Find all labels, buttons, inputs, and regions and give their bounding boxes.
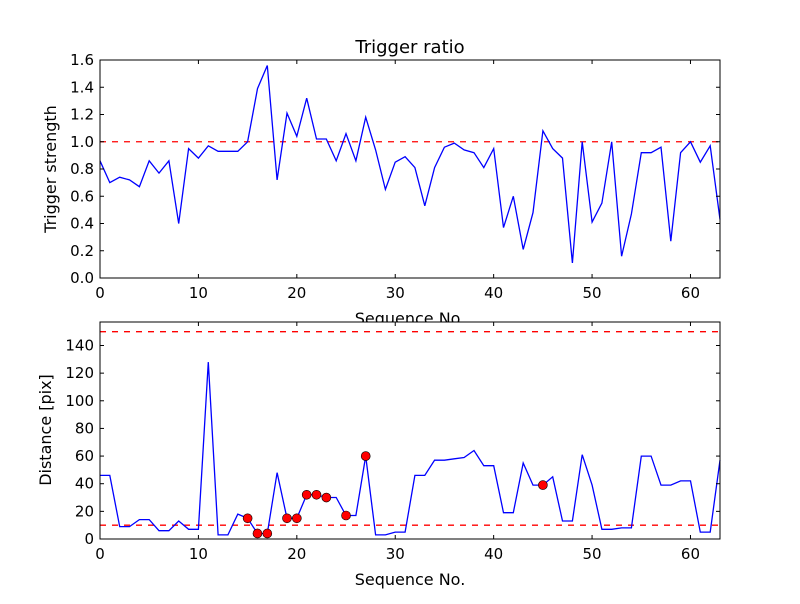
y-tick-label: 1.6 — [70, 51, 94, 69]
y-tick-label: 1.4 — [70, 78, 94, 96]
x-tick-label: 60 — [681, 284, 700, 302]
highlight-marker — [292, 513, 302, 524]
highlight-marker — [282, 513, 292, 524]
plot-frame — [99, 321, 721, 540]
bottom-chart-xlabel: Sequence No. — [355, 570, 466, 589]
x-tick-label: 0 — [95, 284, 105, 302]
y-tick-label: 1.2 — [70, 106, 94, 124]
x-tick-label: 20 — [287, 284, 306, 302]
highlight-marker — [341, 510, 351, 521]
y-tick-label: 0.6 — [70, 187, 94, 205]
highlight-marker — [301, 489, 312, 500]
highlight-marker — [360, 451, 371, 461]
plot-background — [100, 60, 720, 278]
y-tick-label: 80 — [75, 419, 94, 437]
x-tick-label: 0 — [95, 545, 105, 563]
y-tick-label: 0.0 — [70, 269, 94, 287]
x-tick-label: 20 — [287, 545, 306, 563]
top-chart-ylabel: Trigger strength — [41, 105, 60, 234]
x-tick-label: 40 — [484, 284, 503, 302]
highlight-marker — [242, 513, 253, 524]
x-tick-label: 10 — [189, 284, 208, 302]
y-tick-label: 40 — [75, 475, 94, 493]
y-tick-label: 1.0 — [70, 133, 94, 151]
series-line — [99, 65, 721, 264]
y-tick-label: 60 — [75, 447, 94, 465]
y-tick-label: 0.2 — [70, 242, 94, 260]
y-tick-label: 20 — [75, 502, 94, 520]
x-tick-label: 40 — [484, 545, 503, 563]
top-plot-area: 0 10 20 30 40 50 60 0.0 0.2 0.4 0.6 0.8 1.0 1.2 1.4 1.6 — [70, 51, 721, 302]
x-tick-label: 50 — [583, 284, 602, 302]
top-chart-title: Trigger ratio — [354, 37, 464, 58]
x-tick-label: 10 — [189, 545, 208, 563]
y-tick-label: 0.4 — [70, 215, 94, 233]
x-tick-label: 50 — [583, 545, 602, 563]
highlight-marker — [311, 489, 322, 500]
y-tick-label: 100 — [65, 392, 94, 410]
y-tick-label: 140 — [65, 336, 94, 354]
y-tick-label: 0 — [84, 530, 94, 548]
highlight-marker — [538, 480, 548, 490]
y-tick-label: 0.8 — [70, 160, 94, 178]
x-tick-label: 60 — [681, 545, 700, 563]
series-line — [100, 362, 721, 536]
highlight-marker — [321, 492, 332, 503]
bottom-chart-ylabel: Distance [pix] — [36, 374, 55, 486]
highlight-marker — [262, 528, 273, 539]
x-tick-label: 30 — [386, 284, 405, 302]
x-tick-label: 30 — [386, 545, 405, 563]
highlight-marker — [252, 528, 263, 539]
bottom-plot-area: 0 10 20 30 40 50 60 0 20 40 60 80 100 120 140 — [65, 321, 721, 563]
y-tick-label: 120 — [65, 364, 94, 382]
